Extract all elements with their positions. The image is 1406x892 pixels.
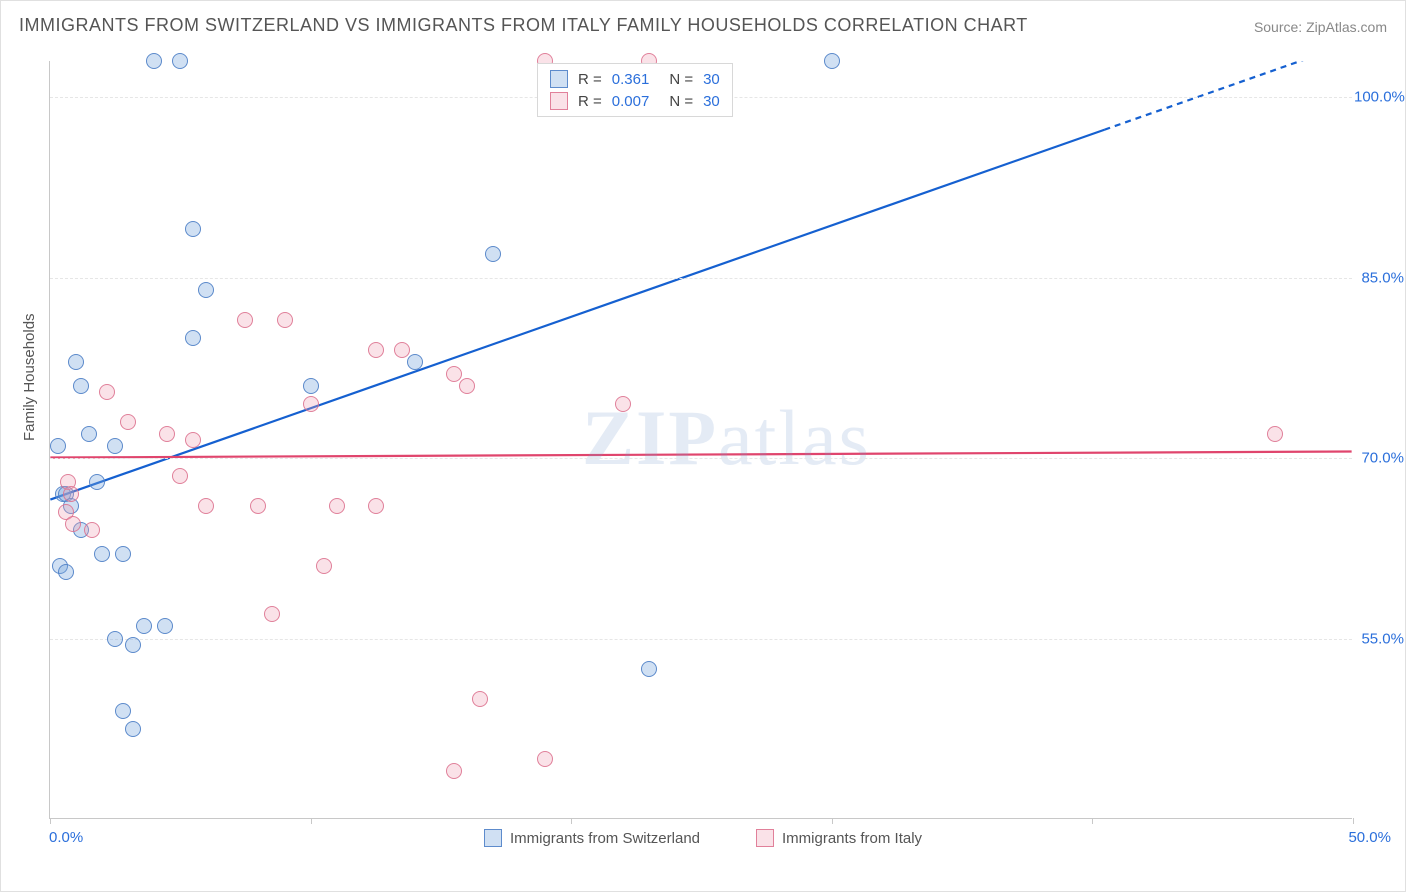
data-point (159, 426, 175, 442)
y-tick-label: 100.0% (1354, 89, 1404, 106)
x-tick (1092, 818, 1093, 824)
data-point (89, 474, 105, 490)
plot-area: ZIPatlas 55.0%70.0%85.0%100.0% (49, 61, 1352, 819)
legend-item: Immigrants from Switzerland (484, 829, 700, 847)
y-tick-label: 85.0% (1354, 269, 1404, 286)
legend-swatch (550, 92, 568, 110)
data-point (316, 558, 332, 574)
data-point (185, 432, 201, 448)
data-point (146, 53, 162, 69)
legend-label: Immigrants from Switzerland (510, 830, 700, 847)
data-point (63, 486, 79, 502)
data-point (120, 414, 136, 430)
chart-title: IMMIGRANTS FROM SWITZERLAND VS IMMIGRANT… (19, 15, 1028, 36)
data-point (84, 522, 100, 538)
data-point (407, 354, 423, 370)
data-point (303, 378, 319, 394)
data-point (1267, 426, 1283, 442)
x-tick (311, 818, 312, 824)
data-point (81, 426, 97, 442)
data-point (446, 763, 462, 779)
data-point (50, 438, 66, 454)
y-axis-title: Family Households (21, 313, 38, 441)
legend-item: Immigrants from Italy (756, 829, 922, 847)
y-tick-label: 70.0% (1354, 450, 1404, 467)
data-point (485, 246, 501, 262)
data-point (157, 618, 173, 634)
data-point (125, 721, 141, 737)
data-point (99, 384, 115, 400)
legend-bottom: Immigrants from Switzerland Immigrants fr… (1, 829, 1405, 851)
data-point (368, 342, 384, 358)
legend-n-value: 30 (703, 71, 720, 88)
data-point (107, 631, 123, 647)
data-point (115, 546, 131, 562)
data-point (446, 366, 462, 382)
data-point (459, 378, 475, 394)
data-point (277, 312, 293, 328)
legend-r-label: R = (578, 93, 602, 110)
data-point (615, 396, 631, 412)
data-point (394, 342, 410, 358)
gridline (50, 458, 1352, 459)
legend-row: R = 0.361 N = 30 (542, 68, 728, 90)
data-point (472, 691, 488, 707)
data-point (329, 498, 345, 514)
legend-swatch (484, 829, 502, 847)
data-point (172, 53, 188, 69)
data-point (198, 498, 214, 514)
legend-r-value: 0.361 (612, 71, 650, 88)
legend-row: R = 0.007 N = 30 (542, 90, 728, 112)
legend-swatch (550, 70, 568, 88)
legend-n-value: 30 (703, 93, 720, 110)
data-point (58, 564, 74, 580)
data-point (537, 751, 553, 767)
data-point (641, 661, 657, 677)
source-label: Source: ZipAtlas.com (1254, 19, 1387, 35)
legend-n-label: N = (669, 71, 693, 88)
data-point (172, 468, 188, 484)
data-point (198, 282, 214, 298)
legend-r-value: 0.007 (612, 93, 650, 110)
data-point (136, 618, 152, 634)
trend-lines (50, 61, 1352, 818)
legend-r-label: R = (578, 71, 602, 88)
data-point (68, 354, 84, 370)
data-point (250, 498, 266, 514)
data-point (185, 221, 201, 237)
gridline (50, 278, 1352, 279)
data-point (185, 330, 201, 346)
data-point (303, 396, 319, 412)
data-point (94, 546, 110, 562)
data-point (824, 53, 840, 69)
data-point (73, 378, 89, 394)
gridline (50, 639, 1352, 640)
legend-swatch (756, 829, 774, 847)
legend-top: R = 0.361 N = 30 R = 0.007 N = 30 (537, 63, 733, 117)
data-point (115, 703, 131, 719)
legend-label: Immigrants from Italy (782, 830, 922, 847)
x-tick (571, 818, 572, 824)
y-tick-label: 55.0% (1354, 630, 1404, 647)
x-tick (1353, 818, 1354, 824)
data-point (368, 498, 384, 514)
chart-container: IMMIGRANTS FROM SWITZERLAND VS IMMIGRANT… (0, 0, 1406, 892)
data-point (264, 606, 280, 622)
x-tick (50, 818, 51, 824)
data-point (125, 637, 141, 653)
data-point (107, 438, 123, 454)
data-point (65, 516, 81, 532)
legend-n-label: N = (669, 93, 693, 110)
data-point (237, 312, 253, 328)
x-tick (832, 818, 833, 824)
